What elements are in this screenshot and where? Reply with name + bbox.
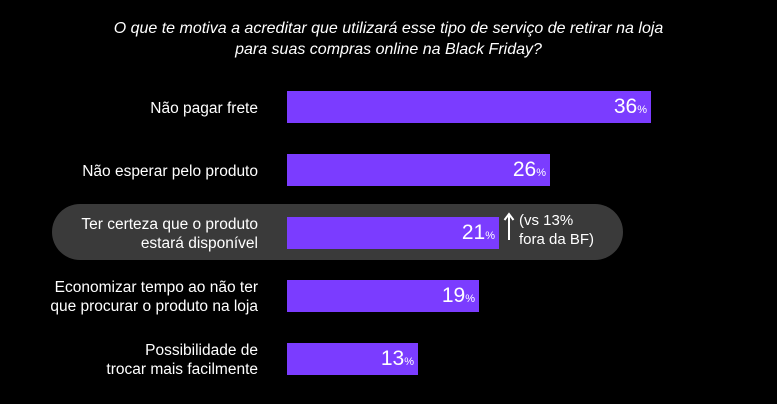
bar [287, 217, 499, 249]
data-label-value: 26 [512, 158, 537, 181]
chart-title-line-2: para suas compras online na Black Friday… [235, 41, 542, 58]
category-label-line: Possibilidade de [145, 342, 258, 359]
arrow-up-icon [503, 212, 515, 240]
chart-title-line-1: O que te motiva a acreditar que utilizar… [113, 20, 664, 37]
data-label: 19% [399, 280, 475, 315]
bar [287, 91, 651, 123]
data-label-unit: % [404, 356, 414, 368]
bar [287, 154, 550, 186]
category-label: Possibilidade de trocar mais facilmente [0, 341, 258, 379]
data-label: 13% [338, 343, 414, 378]
chart-title: O que te motiva a acreditar que utilizar… [0, 18, 777, 60]
category-label: Economizar tempo ao não ter que procurar … [0, 278, 258, 316]
bar [287, 280, 479, 312]
bar [287, 343, 418, 375]
data-label-unit: % [465, 293, 475, 305]
data-label: 36% [571, 91, 647, 126]
data-label-value: 21 [461, 221, 486, 244]
category-label: Não pagar frete [0, 99, 258, 118]
category-label-line: estará disponível [140, 235, 258, 252]
category-label-line: Ter certeza que o produto [81, 216, 258, 233]
data-label: 21% [419, 217, 495, 252]
category-label-line: Não pagar frete [150, 99, 258, 117]
data-label-unit: % [637, 104, 647, 116]
category-label: Ter certeza que o produto estará disponív… [0, 215, 258, 253]
data-label-value: 36 [613, 95, 638, 118]
data-label-unit: % [485, 230, 495, 242]
data-label-value: 13 [380, 347, 405, 370]
category-label-line: Economizar tempo ao não ter [54, 279, 258, 296]
category-label: Não esperar pelo produto [0, 162, 258, 181]
category-label-line: trocar mais facilmente [106, 361, 258, 378]
comparison-note-line-2: fora da BF) [519, 231, 595, 248]
data-label-unit: % [536, 167, 546, 179]
data-label-value: 19 [441, 284, 466, 307]
category-label-line: Não esperar pelo produto [82, 162, 258, 180]
category-label-line: que procurar o produto na loja [50, 298, 258, 315]
comparison-note-line-1: (vs 13% [519, 212, 574, 229]
data-label: 26% [470, 154, 546, 189]
comparison-note-text: (vs 13% fora da BF) [519, 211, 629, 249]
